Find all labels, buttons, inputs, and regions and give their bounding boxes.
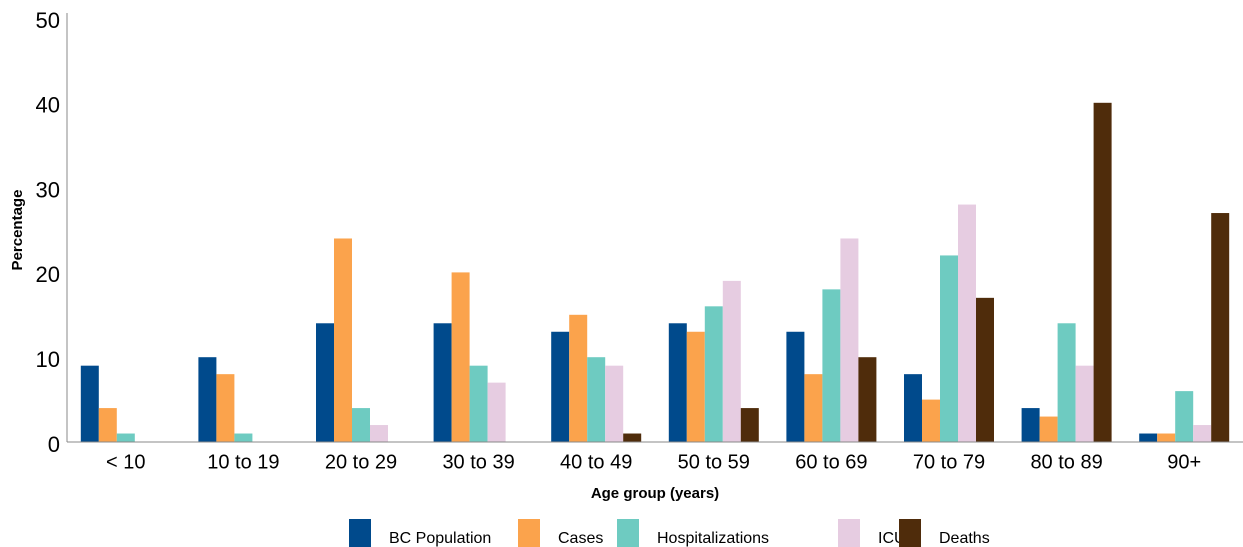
- bar: [1093, 102, 1112, 443]
- legend-label: Deaths: [939, 530, 990, 547]
- bar: [1175, 391, 1194, 442]
- y-tick-label: 30: [36, 177, 60, 202]
- bar: [786, 331, 805, 442]
- bar: [704, 306, 723, 442]
- legend-swatch: [518, 519, 540, 547]
- y-tick-label: 0: [48, 432, 60, 457]
- bar: [1139, 433, 1158, 442]
- bar: [1039, 416, 1058, 442]
- bar: [98, 408, 117, 442]
- y-tick-label: 20: [36, 262, 60, 287]
- x-axis-label: Age group (years): [591, 485, 719, 502]
- bar: [1211, 213, 1230, 442]
- bar: [551, 331, 570, 442]
- bar: [569, 314, 588, 442]
- bar: [1075, 365, 1094, 442]
- bar: [587, 357, 606, 442]
- x-tick-label: 30 to 39: [442, 451, 514, 473]
- bar: [940, 255, 958, 442]
- bar: [352, 408, 370, 442]
- bar: [904, 374, 922, 442]
- bar: [740, 408, 759, 442]
- bar: [722, 280, 741, 442]
- bar: [976, 297, 994, 442]
- x-tick-label: < 10: [106, 451, 145, 473]
- x-tick-label: 60 to 69: [795, 451, 867, 473]
- bar: [804, 374, 823, 442]
- y-tick-label: 50: [36, 8, 60, 33]
- bar: [858, 357, 877, 442]
- bar: [116, 433, 135, 442]
- legend-swatch: [838, 519, 860, 547]
- legend-label: Cases: [558, 530, 603, 547]
- x-tick-label: 90+: [1167, 451, 1201, 473]
- bar: [958, 204, 976, 442]
- legend-swatch: [899, 519, 921, 547]
- x-tick-label: 40 to 49: [560, 451, 632, 473]
- bar: [234, 433, 253, 442]
- bar: [605, 365, 624, 442]
- bar: [334, 238, 352, 442]
- x-tick-label: 50 to 59: [678, 451, 750, 473]
- bar: [840, 238, 859, 442]
- bar: [1057, 323, 1076, 442]
- x-tick-label: 20 to 29: [325, 451, 397, 473]
- bar: [1021, 408, 1040, 442]
- y-tick-label: 10: [36, 347, 60, 372]
- y-axis-label: Percentage: [9, 190, 26, 271]
- y-tick-label: 40: [36, 93, 60, 118]
- bar: [451, 272, 470, 442]
- legend-swatch: [349, 519, 371, 547]
- x-tick-label: 70 to 79: [913, 451, 985, 473]
- bar: [370, 425, 388, 442]
- legend-label: BC Population: [389, 530, 491, 547]
- bar: [487, 382, 506, 442]
- bar: [469, 365, 488, 442]
- bar: [433, 323, 452, 442]
- legend-label: ICU: [878, 530, 906, 547]
- legend-label: Hospitalizations: [657, 530, 769, 547]
- bar: [686, 331, 705, 442]
- bar: [822, 289, 841, 442]
- bar: [922, 399, 940, 442]
- x-tick-label: 10 to 19: [207, 451, 279, 473]
- bar: [668, 323, 687, 442]
- bar: [1157, 433, 1176, 442]
- bar: [216, 374, 235, 442]
- bar: [198, 357, 217, 442]
- x-tick-label: 80 to 89: [1030, 451, 1102, 473]
- legend-swatch: [617, 519, 639, 547]
- bar: [1193, 425, 1212, 442]
- bar: [80, 365, 99, 442]
- bar: [623, 433, 642, 442]
- bar: [316, 323, 334, 442]
